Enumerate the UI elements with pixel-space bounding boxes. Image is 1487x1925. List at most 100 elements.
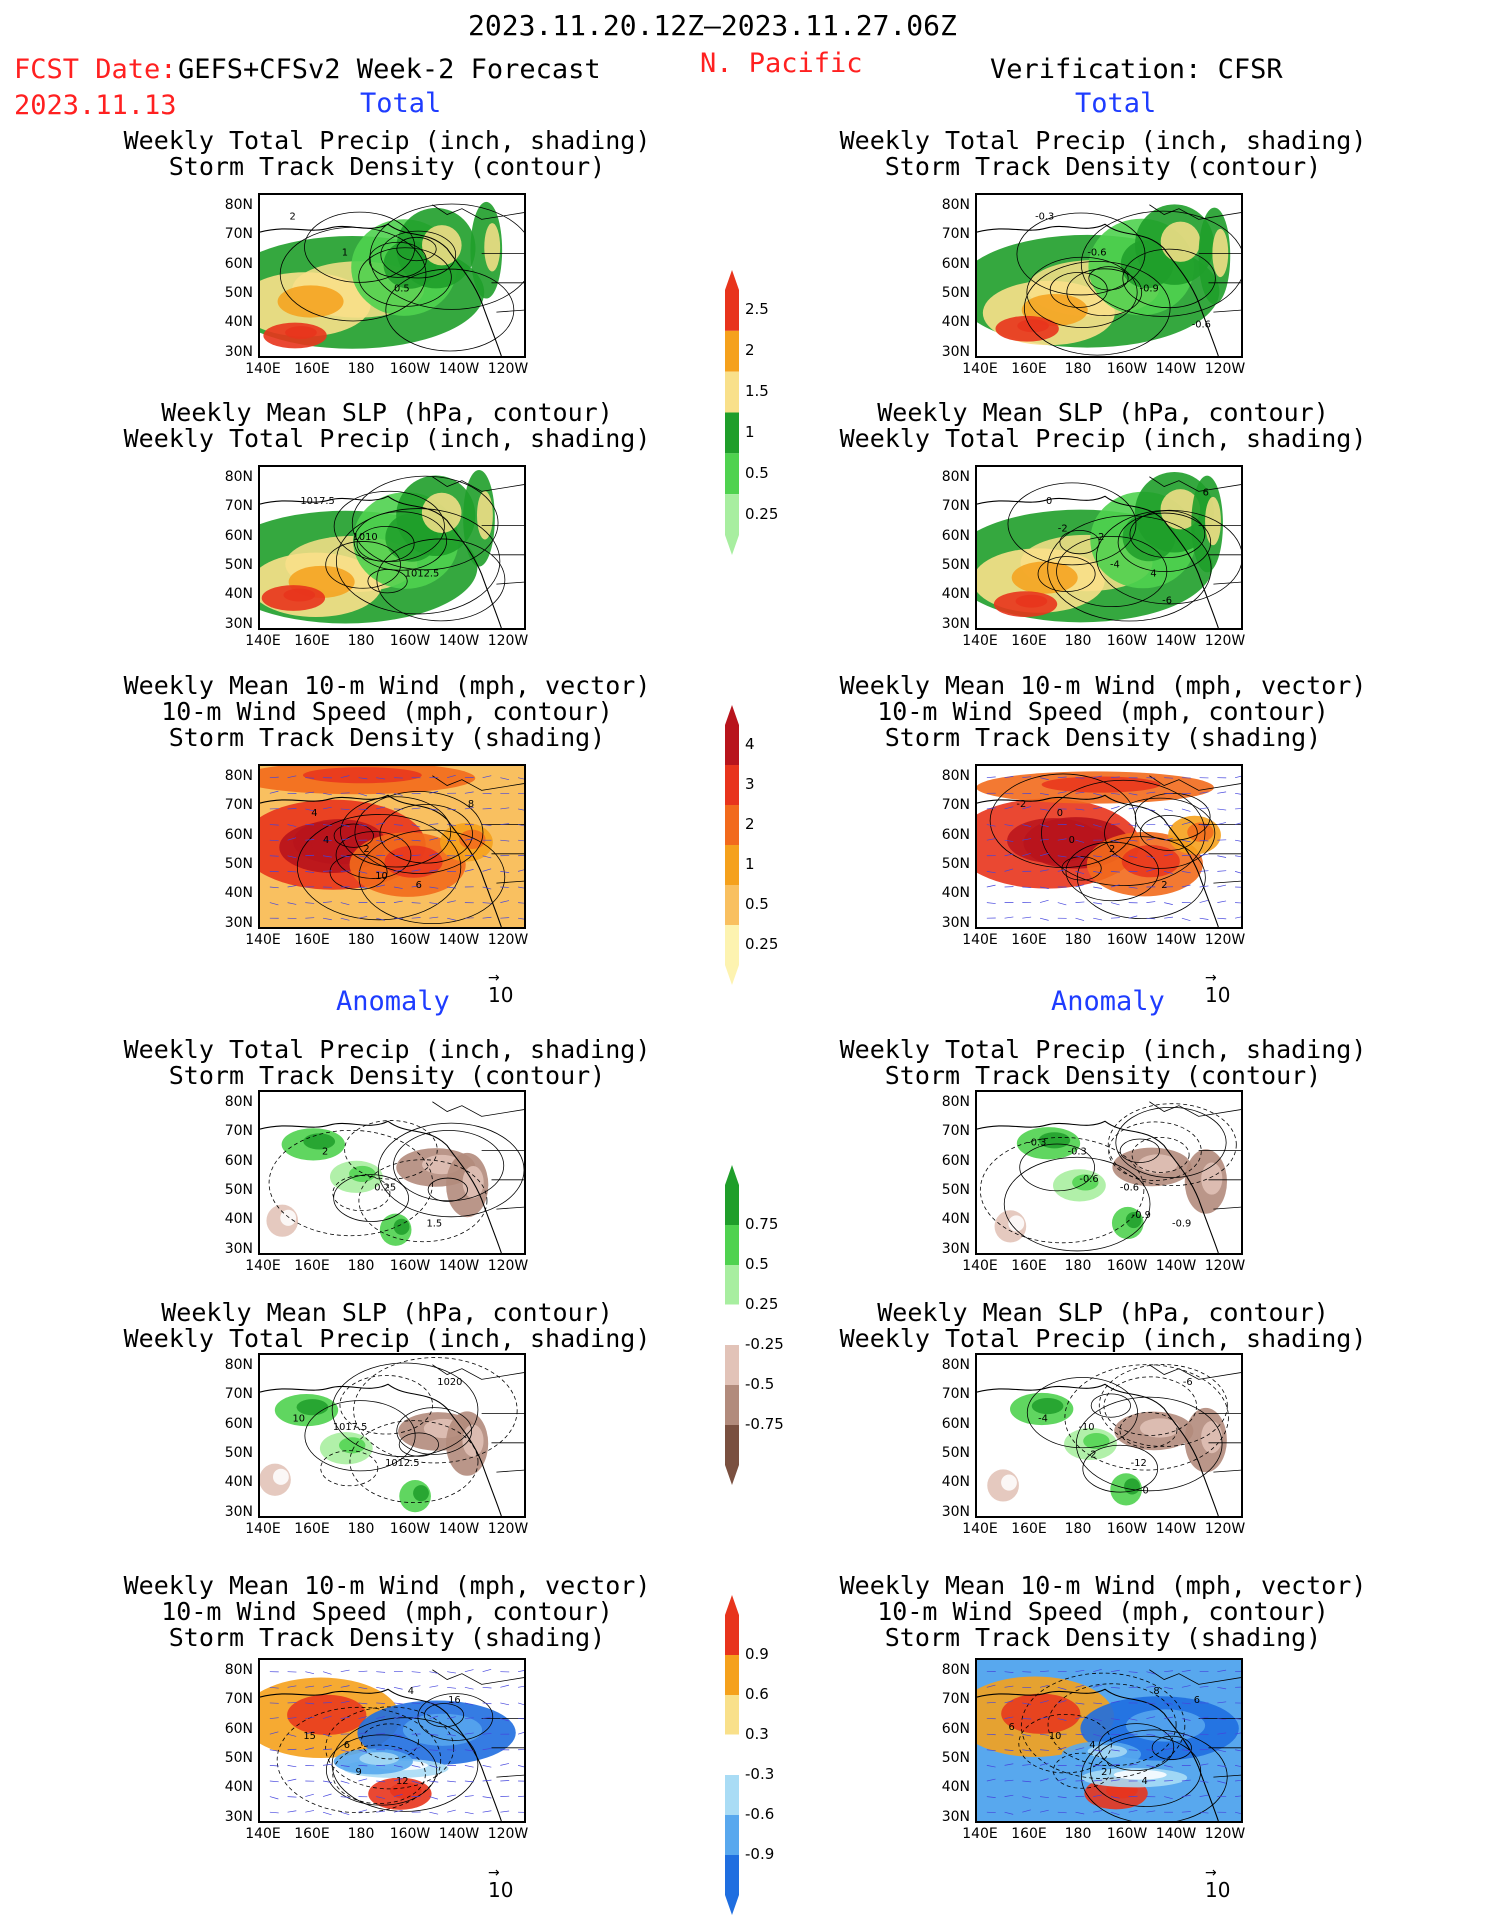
wind-vector xyxy=(1093,1749,1103,1752)
contour-line xyxy=(351,475,499,571)
wind-vector xyxy=(482,1702,492,1705)
contour-line xyxy=(360,1723,419,1760)
contour-line xyxy=(1064,1364,1229,1471)
wind-vector xyxy=(358,808,368,811)
wind-vector xyxy=(518,777,524,780)
lat-tick-label: 70N xyxy=(224,226,253,243)
wind-vector xyxy=(1040,1796,1049,1799)
border-line xyxy=(1149,775,1241,884)
wind-vector xyxy=(376,1671,386,1673)
colorbar-label: 2 xyxy=(745,341,755,360)
contour-label: 2 xyxy=(1161,880,1167,891)
wind-vector xyxy=(1022,1780,1032,1783)
contour-line xyxy=(979,1137,1145,1244)
fcst-label: FCST Date: xyxy=(14,54,177,85)
wind-vector xyxy=(393,854,403,857)
colorbar-label: 1 xyxy=(745,422,755,441)
wind-vector xyxy=(376,839,385,843)
wind-vector xyxy=(1110,1763,1120,1766)
colorbar-label: 0.25 xyxy=(745,935,779,953)
wind-vector xyxy=(464,791,474,794)
border-line xyxy=(1149,476,1241,585)
contour-label: -2 xyxy=(1058,523,1068,534)
lat-tick-label: 40N xyxy=(224,1474,253,1491)
wind-vector xyxy=(518,1685,524,1688)
lat-tick-label: 60N xyxy=(224,255,253,272)
colorbar-arrow-bottom xyxy=(725,535,739,555)
panel-title-line: Storm Track Density (contour) xyxy=(884,1061,1322,1090)
wind-vector xyxy=(305,1702,315,1705)
wind-vector xyxy=(429,869,439,872)
shade-core xyxy=(1160,221,1201,262)
contour-line xyxy=(1139,814,1198,851)
wind-vector xyxy=(1110,855,1120,857)
wind-vector xyxy=(464,1765,474,1768)
wind-vector xyxy=(1146,917,1156,920)
wind-vector xyxy=(1146,837,1156,841)
lat-tick-label: 30N xyxy=(941,1808,970,1825)
wind-vector xyxy=(1057,1796,1067,1799)
wind-vector xyxy=(1110,1669,1120,1673)
lon-tick-label: 120W xyxy=(487,932,529,948)
wind-vector xyxy=(447,900,456,903)
wind-vector xyxy=(1128,1718,1138,1721)
shade-core xyxy=(421,492,462,533)
wind-vector xyxy=(340,917,350,921)
wind-vector xyxy=(986,902,996,904)
contour-label: 2 xyxy=(1109,844,1115,855)
wind-vector xyxy=(305,839,315,841)
wind-vector xyxy=(1146,1810,1156,1813)
wind-vector xyxy=(1004,824,1014,827)
lon-tick-label: 120W xyxy=(1204,633,1246,649)
wind-vector xyxy=(376,884,385,888)
wind-vector xyxy=(1022,838,1032,841)
colorbar-segment xyxy=(725,1225,739,1265)
wind-vector xyxy=(1110,902,1120,906)
wind-vector xyxy=(1110,792,1120,795)
shade-core xyxy=(1001,1693,1081,1734)
verif-anom-slp-precip-map: -10 -12 -6 -4 2 0 xyxy=(975,1353,1243,1518)
lon-tick-label: 160E xyxy=(294,1521,330,1537)
wind-vector xyxy=(1075,824,1085,827)
lon-tick-label: 140W xyxy=(1155,361,1197,377)
wind-vector xyxy=(986,1701,996,1704)
colorbar-segment xyxy=(725,1185,739,1225)
wind-vector xyxy=(1039,869,1049,872)
panel-title-line: Storm Track Density (shading) xyxy=(168,1623,606,1652)
contour-label: -10 xyxy=(1078,1422,1094,1433)
lon-tick-label: 160W xyxy=(1106,633,1148,649)
shade-core xyxy=(1008,1215,1025,1232)
contour-label: 1 xyxy=(342,248,348,259)
forecast-total-wind-storm-map: 4 2 6 8 4 10 xyxy=(258,764,526,929)
lon-tick-label: 180 xyxy=(1064,633,1092,649)
wind-vector xyxy=(986,1765,996,1768)
wind-vector xyxy=(464,1780,474,1783)
wind-vector xyxy=(1004,868,1014,872)
contour-line xyxy=(396,236,437,262)
wind-vector xyxy=(269,1731,279,1735)
lat-tick-label: 50N xyxy=(941,855,970,872)
verif-anom-precip-storm-plot: -0.3 -0.6 -0.9 -0.3 -0.6 -0.9 xyxy=(977,1101,1241,1253)
lat-tick-label: 60N xyxy=(224,1720,253,1737)
wind-vector xyxy=(393,886,403,889)
shade-core xyxy=(1138,1154,1178,1174)
wind-vector xyxy=(1093,871,1103,874)
wind-vector xyxy=(429,902,439,905)
contour-label: -0.3 xyxy=(1027,1138,1046,1149)
wind-vector xyxy=(340,1669,350,1673)
lon-tick-label: 140W xyxy=(1155,932,1197,948)
colorbar-anom-storm: 0.9 0.6 0.3 -0.3 -0.6 -0.9 xyxy=(725,1595,815,1915)
lat-tick-label: 30N xyxy=(224,615,253,632)
wind-vector xyxy=(358,1716,368,1719)
lon-tick-label: 160W xyxy=(1106,1521,1148,1537)
wind-vector xyxy=(1110,1686,1120,1689)
wind-vector xyxy=(1128,886,1138,889)
colorbar-segment xyxy=(725,1265,739,1305)
wind-vector xyxy=(411,1765,421,1768)
verif-total-slp-precip-plot: 0 2 4 6 -2 -4 -6 xyxy=(977,471,1241,628)
contour-line xyxy=(1080,210,1241,317)
contour-line xyxy=(396,1407,473,1455)
contour-label: 2 xyxy=(322,1146,328,1157)
wind-vector xyxy=(411,1747,421,1751)
panel-title-line: Storm Track Density (shading) xyxy=(168,723,606,752)
